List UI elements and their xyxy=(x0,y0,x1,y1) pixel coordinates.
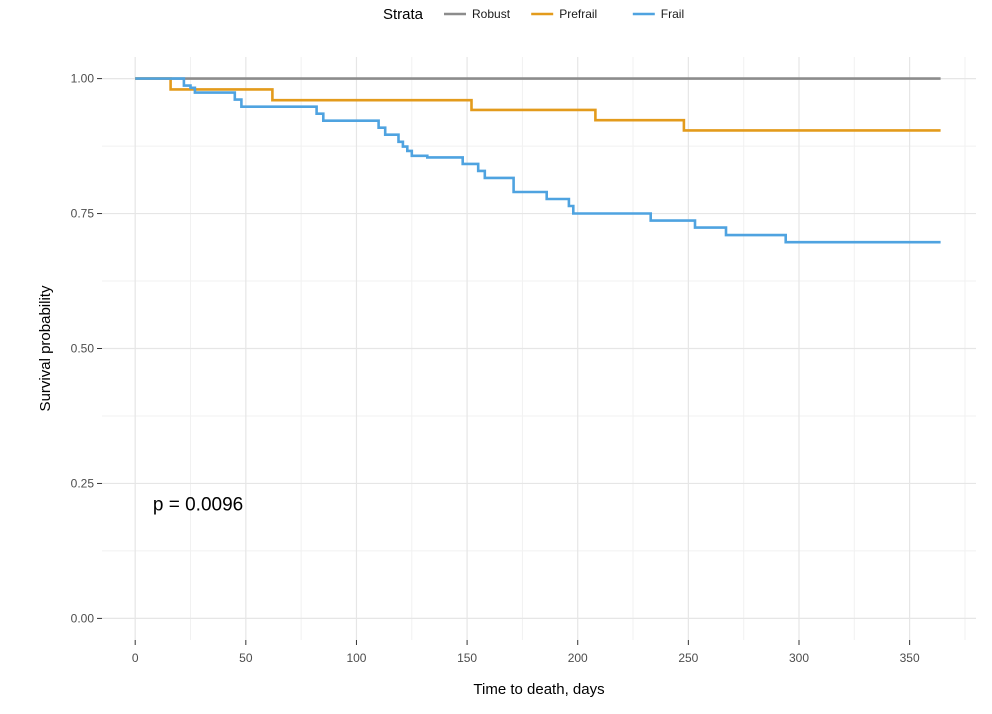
p-value-annotation: p = 0.0096 xyxy=(153,494,243,515)
grid-lines xyxy=(102,57,976,640)
series-line-prefrail xyxy=(135,77,941,132)
x-tick-label: 50 xyxy=(239,651,253,665)
x-tick-label: 350 xyxy=(900,651,920,665)
y-tick-label: 1.00 xyxy=(71,72,95,86)
legend-label-prefrail: Prefrail xyxy=(559,7,597,21)
x-tick-label: 250 xyxy=(678,651,698,665)
series-line-frail xyxy=(135,77,941,244)
legend: Strata Robust Prefrail Frail xyxy=(383,6,684,23)
axes: 0 50 100 150 200 250 300 350 0.00 0.25 0.50 0.75 1.0… xyxy=(71,72,920,665)
y-tick-label: 0.00 xyxy=(71,611,95,625)
y-tick-label: 0.25 xyxy=(71,476,95,490)
x-tick-label: 300 xyxy=(789,651,809,665)
x-tick-label: 150 xyxy=(457,651,477,665)
x-tick-label: 200 xyxy=(568,651,588,665)
x-axis-title: Time to death, days xyxy=(473,681,604,698)
y-tick-label: 0.75 xyxy=(71,207,95,221)
legend-title: Strata xyxy=(383,6,424,23)
legend-label-robust: Robust xyxy=(472,7,511,21)
x-tick-label: 0 xyxy=(132,651,139,665)
legend-label-frail: Frail xyxy=(661,7,684,21)
y-tick-label: 0.50 xyxy=(71,342,95,356)
x-tick-label: 100 xyxy=(346,651,366,665)
survival-curves xyxy=(135,77,941,244)
y-axis-title: Survival probability xyxy=(37,285,54,411)
